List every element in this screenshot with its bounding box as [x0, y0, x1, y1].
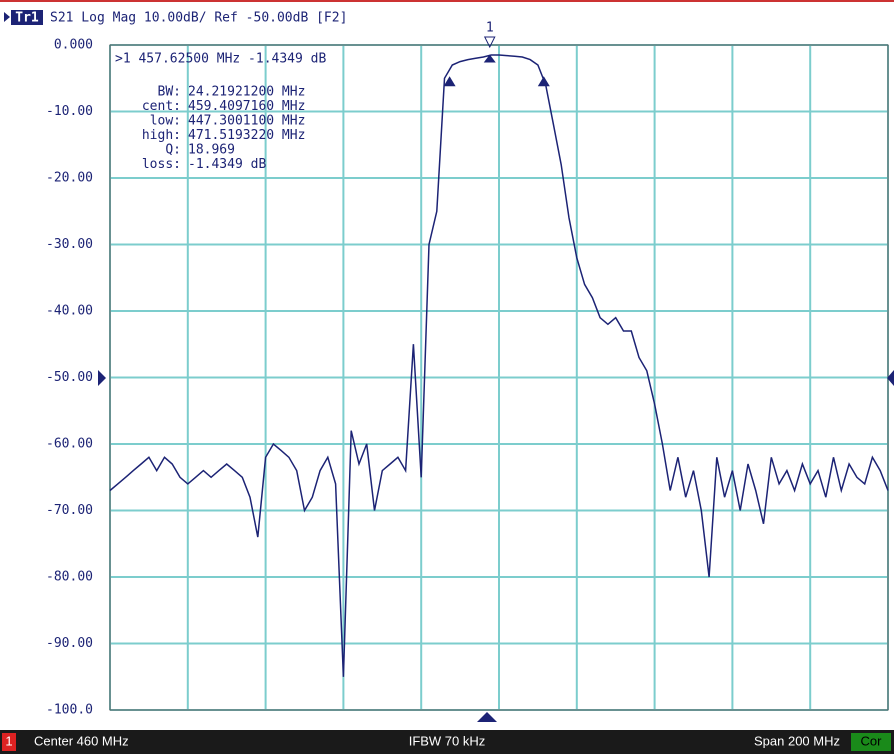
- stat-value: 18.969: [188, 143, 235, 158]
- channel: 1: [5, 733, 12, 748]
- y-tick-label: -10.00: [46, 104, 93, 119]
- y-tick-label: -30.00: [46, 237, 93, 252]
- footer-bar: [0, 730, 894, 754]
- stat-value: 459.4097160 MHz: [188, 99, 305, 114]
- cor-badge: [851, 733, 891, 751]
- stat-label: low:: [150, 114, 181, 129]
- y-tick-label: 0.000: [54, 38, 93, 53]
- center-pointer: [477, 712, 497, 722]
- stat-value: -1.4349 dB: [188, 157, 266, 172]
- marker-pointer: [483, 36, 496, 49]
- stat-label: BW:: [158, 85, 181, 100]
- ref-right: [887, 370, 894, 386]
- y-tick-label: -60.00: [46, 437, 93, 452]
- marker-label: 1: [486, 21, 494, 36]
- marker-readout: >1 457.62500 MHz -1.4349 dB: [115, 52, 326, 67]
- y-tick-label: -20.00: [46, 171, 93, 186]
- bw-marker: [443, 76, 456, 87]
- y-tick-label: -70.00: [46, 503, 93, 518]
- channel-badge: [2, 733, 16, 751]
- stat-value: 447.3001100 MHz: [188, 114, 305, 129]
- y-tick-label: -90.00: [46, 636, 93, 651]
- ref-left: [98, 370, 106, 386]
- bw-marker: [537, 76, 550, 87]
- y-tick-label: -100.0: [46, 703, 93, 718]
- stat-label: high:: [142, 128, 181, 143]
- stat-label: cent:: [142, 99, 181, 114]
- ifbw: IFBW 70 kHz: [409, 733, 486, 748]
- trace-badge: [11, 10, 43, 25]
- trace: [109, 54, 889, 677]
- marker: [483, 54, 496, 63]
- stat-label: loss:: [142, 157, 181, 172]
- y-tick-label: -80.00: [46, 570, 93, 585]
- cor: Cor: [861, 733, 883, 748]
- chart-title: S21 Log Mag 10.00dB/ Ref -50.00dB [F2]: [50, 11, 347, 26]
- trace-pointer: [4, 12, 10, 22]
- stat-label: Q:: [165, 143, 181, 158]
- stat-value: 471.5193220 MHz: [188, 128, 305, 143]
- y-tick-label: -50.00: [46, 370, 93, 385]
- center: Center 460 MHz: [34, 733, 129, 748]
- span: Span 200 MHz: [754, 733, 840, 748]
- trace-name: Tr1: [15, 11, 39, 26]
- stat-value: 24.21921200 MHz: [188, 85, 305, 100]
- y-tick-label: -40.00: [46, 304, 93, 319]
